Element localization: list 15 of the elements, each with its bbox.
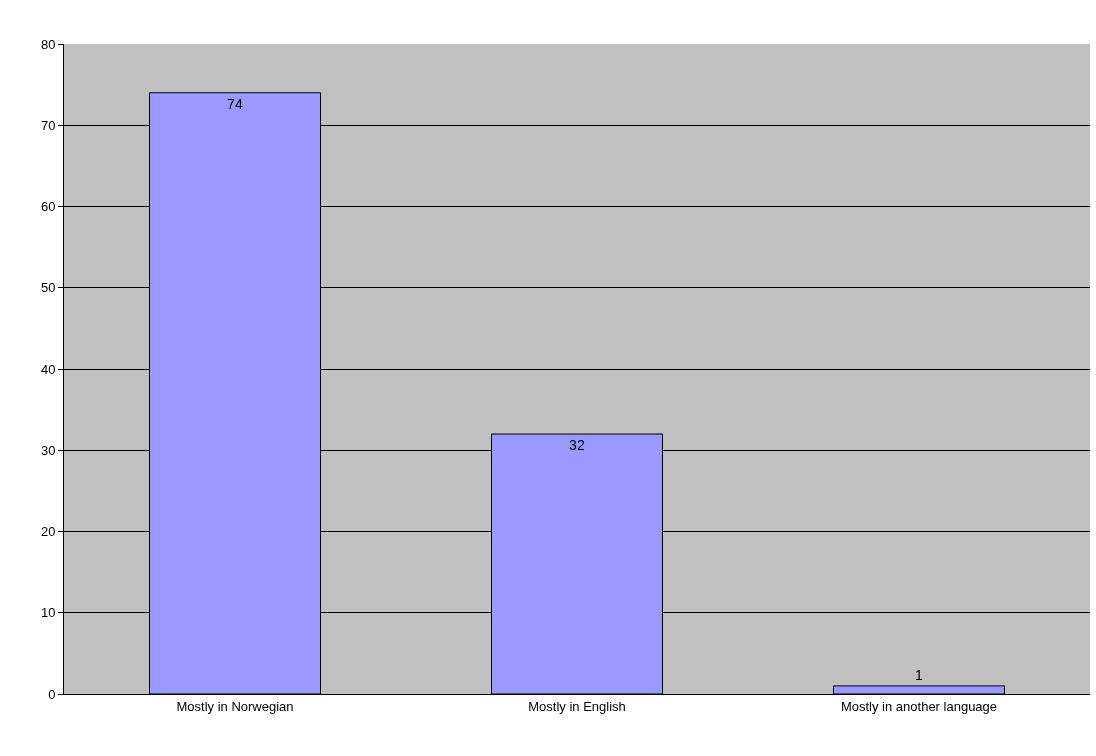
data-label: 74 (227, 95, 243, 112)
data-label: 1 (915, 666, 923, 683)
y-tick-label: 10 (40, 605, 56, 621)
y-tick-label: 20 (40, 524, 56, 540)
x-tick-label: Mostly in another language (840, 698, 998, 714)
y-tick-label: 40 (40, 361, 56, 377)
y-tick-label: 50 (40, 280, 56, 296)
x-tick-label: Mostly in English (528, 698, 626, 714)
data-label: 32 (569, 437, 585, 453)
y-tick-label: 30 (40, 442, 56, 458)
y-tick-label: 60 (40, 199, 56, 215)
y-tick-label: 70 (40, 117, 56, 133)
x-tick-label: Mostly in Norwegian (176, 698, 294, 714)
y-tick-label: 80 (40, 36, 56, 52)
y-tick-label: 0 (48, 686, 56, 702)
